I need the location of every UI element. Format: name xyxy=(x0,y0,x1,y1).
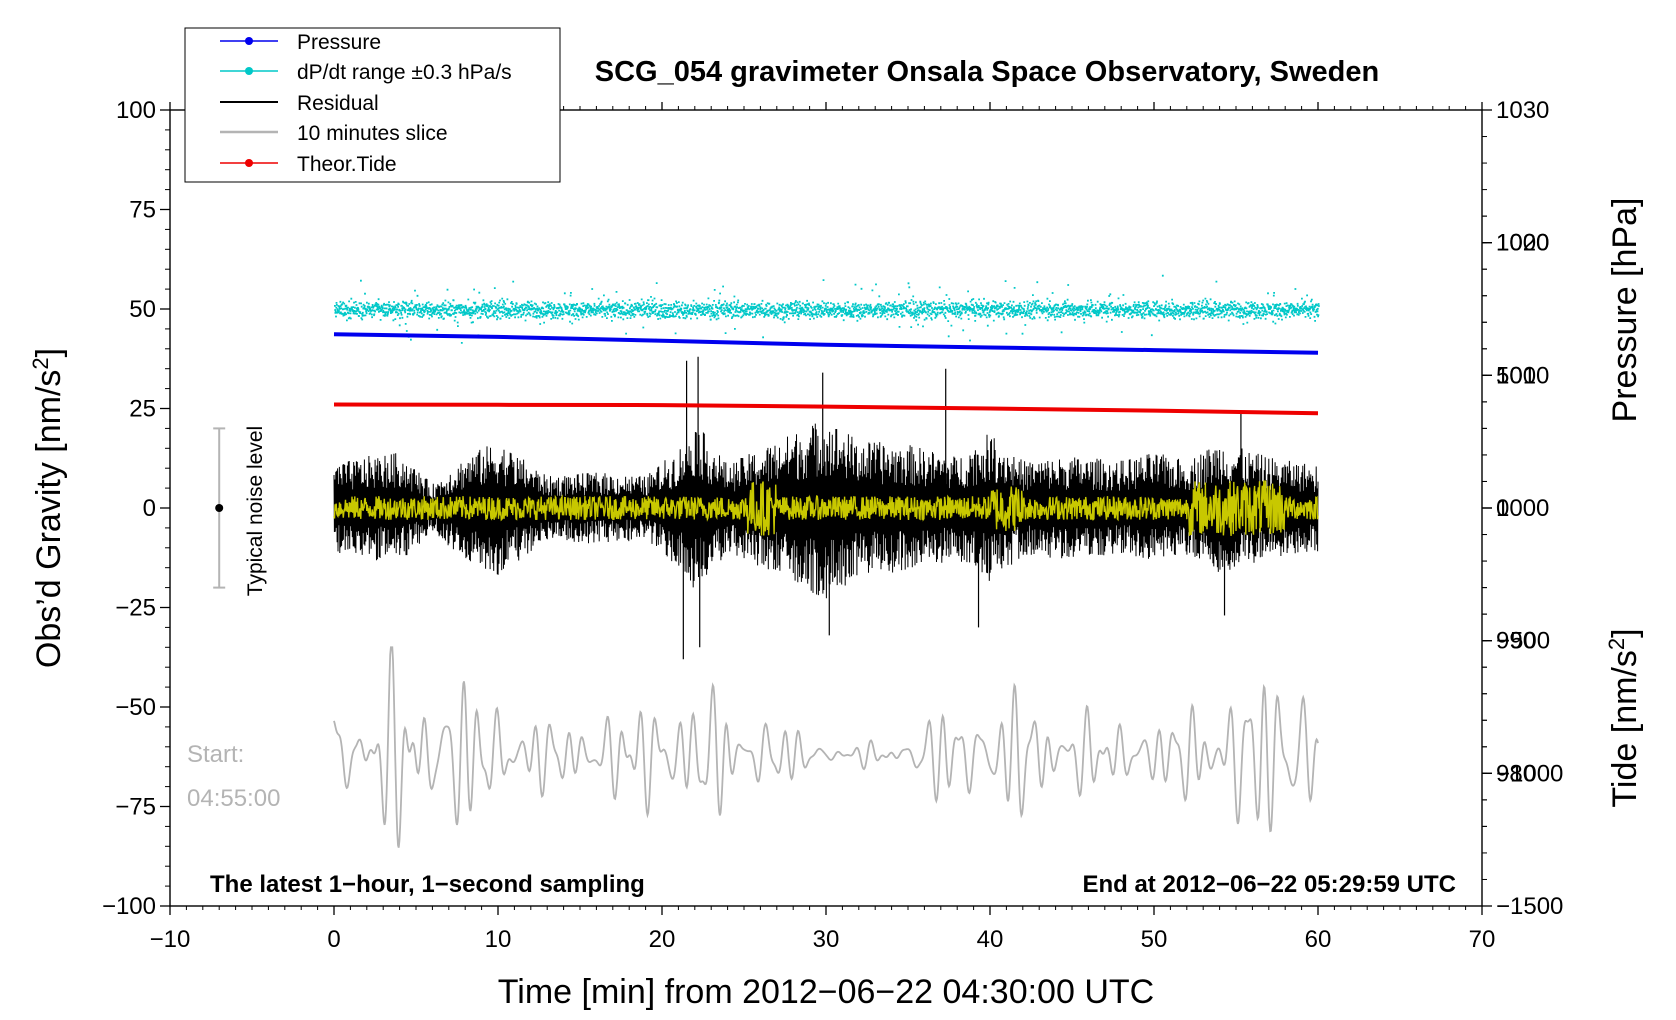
x-tick-label: 20 xyxy=(649,926,676,953)
legend-entry-dpdt: dP/dt range ±0.3 hPa/s xyxy=(220,61,512,84)
y-axis-left-title: Obs’d Gravity [nm/s2] xyxy=(28,348,69,668)
ten-minute-slice-line xyxy=(333,646,1319,848)
y-tick-label: 25 xyxy=(129,396,156,423)
legend-label-slice: 10 minutes slice xyxy=(297,122,448,145)
x-tick-label: 0 xyxy=(327,926,340,953)
legend-label-residual: Residual xyxy=(297,92,379,115)
pressure-tick-label: 1010 xyxy=(1496,362,1549,389)
tide-tick-label: −1000 xyxy=(1496,760,1563,787)
y-tick-label: −75 xyxy=(115,794,156,821)
pressure-tick-label: 1030 xyxy=(1496,97,1549,124)
legend-box xyxy=(184,27,561,183)
y-tick-label: −100 xyxy=(102,893,156,920)
y-tick-label: 0 xyxy=(143,495,156,522)
y-tick-label: 100 xyxy=(116,97,156,124)
legend-label-dpdt: dP/dt range ±0.3 hPa/s xyxy=(297,61,512,84)
tide-tick-label: −1500 xyxy=(1496,893,1563,920)
tide-tick-label: 1000 xyxy=(1496,230,1549,257)
annotation-bottom-left: The latest 1−hour, 1−second sampling xyxy=(210,871,645,898)
pressure-tick-label: 980 xyxy=(1496,760,1536,787)
tide-layer xyxy=(333,402,1319,416)
tide-tick-label: −500 xyxy=(1496,628,1550,655)
y-axis-left-title-sup: 2 xyxy=(28,357,53,369)
x-tick-label: 10 xyxy=(485,926,512,953)
pressure-tick-label: 990 xyxy=(1496,628,1536,655)
tide-tick-label: 0 xyxy=(1496,495,1509,522)
y-tick-label: −50 xyxy=(115,694,156,721)
legend-entry-slice: 10 minutes slice xyxy=(220,122,448,145)
y-tick-label: 50 xyxy=(129,296,156,323)
y-axis-left-title-main: Obs’d Gravity [nm/s xyxy=(30,370,68,669)
filtered-residual-layer xyxy=(333,480,1319,536)
filtered-residual-line xyxy=(333,480,1319,536)
x-tick-label: −10 xyxy=(150,926,191,953)
y-tick-label: −25 xyxy=(115,595,156,622)
y-tick-label: 75 xyxy=(129,197,156,224)
legend-entry-pressure: Pressure xyxy=(220,31,381,54)
legend-label-tide: Theor.Tide xyxy=(297,153,397,176)
legend-label-pressure: Pressure xyxy=(297,31,381,54)
x-tick-label: 70 xyxy=(1469,926,1496,953)
pressure-tick-label: 1020 xyxy=(1496,230,1549,257)
x-tick-label: 30 xyxy=(813,926,840,953)
noise-indicator-label: Typical noise level xyxy=(244,426,267,596)
noise-indicator xyxy=(213,427,226,589)
ten-minute-slice-layer xyxy=(333,646,1319,848)
pressure-tick-label: 1000 xyxy=(1496,495,1549,522)
legend: Pressure dP/dt range ±0.3 hPa/s Residual… xyxy=(184,27,561,183)
legend-marker-pressure xyxy=(245,37,253,45)
y-axis-tide-title-sup: 2 xyxy=(1604,638,1629,650)
x-tick-label: 40 xyxy=(977,926,1004,953)
y-axis-tide-title-end: ] xyxy=(1606,628,1644,637)
dpdt-layer xyxy=(334,274,1320,344)
chart-title: SCG_054 gravimeter Onsala Space Observat… xyxy=(595,56,1379,88)
y-axis-left-title-end: ] xyxy=(30,348,68,357)
x-tick-label: 60 xyxy=(1305,926,1332,953)
y-axis-tide-title: Tide [nm/s2] xyxy=(1604,628,1645,807)
legend-entry-residual: Residual xyxy=(220,92,379,115)
start-time: 04:55:00 xyxy=(187,785,280,812)
y-axis-tide-title-main: Tide [nm/s xyxy=(1606,650,1644,807)
legend-marker-tide xyxy=(245,159,253,167)
start-label: Start: xyxy=(187,741,244,768)
noise-center-dot xyxy=(215,504,224,512)
y-axis-pressure-title: Pressure [hPa] xyxy=(1606,198,1644,423)
x-tick-label: 50 xyxy=(1141,926,1168,953)
tide-tick-label: 500 xyxy=(1496,362,1536,389)
x-axis-title: Time [min] from 2012−06−22 04:30:00 UTC xyxy=(498,973,1154,1011)
tide-line xyxy=(333,402,1319,416)
annotation-bottom-right: End at 2012−06−22 05:29:59 UTC xyxy=(1082,871,1456,898)
dpdt-points xyxy=(334,274,1320,344)
legend-marker-dpdt xyxy=(245,67,253,75)
legend-entry-tide: Theor.Tide xyxy=(220,153,397,176)
pressure-layer xyxy=(333,332,1319,355)
pressure-line xyxy=(333,332,1319,355)
axes-layer: −10 0 10 20 30 40 50 60 70−100−75−50−25025507510… xyxy=(102,97,1563,953)
